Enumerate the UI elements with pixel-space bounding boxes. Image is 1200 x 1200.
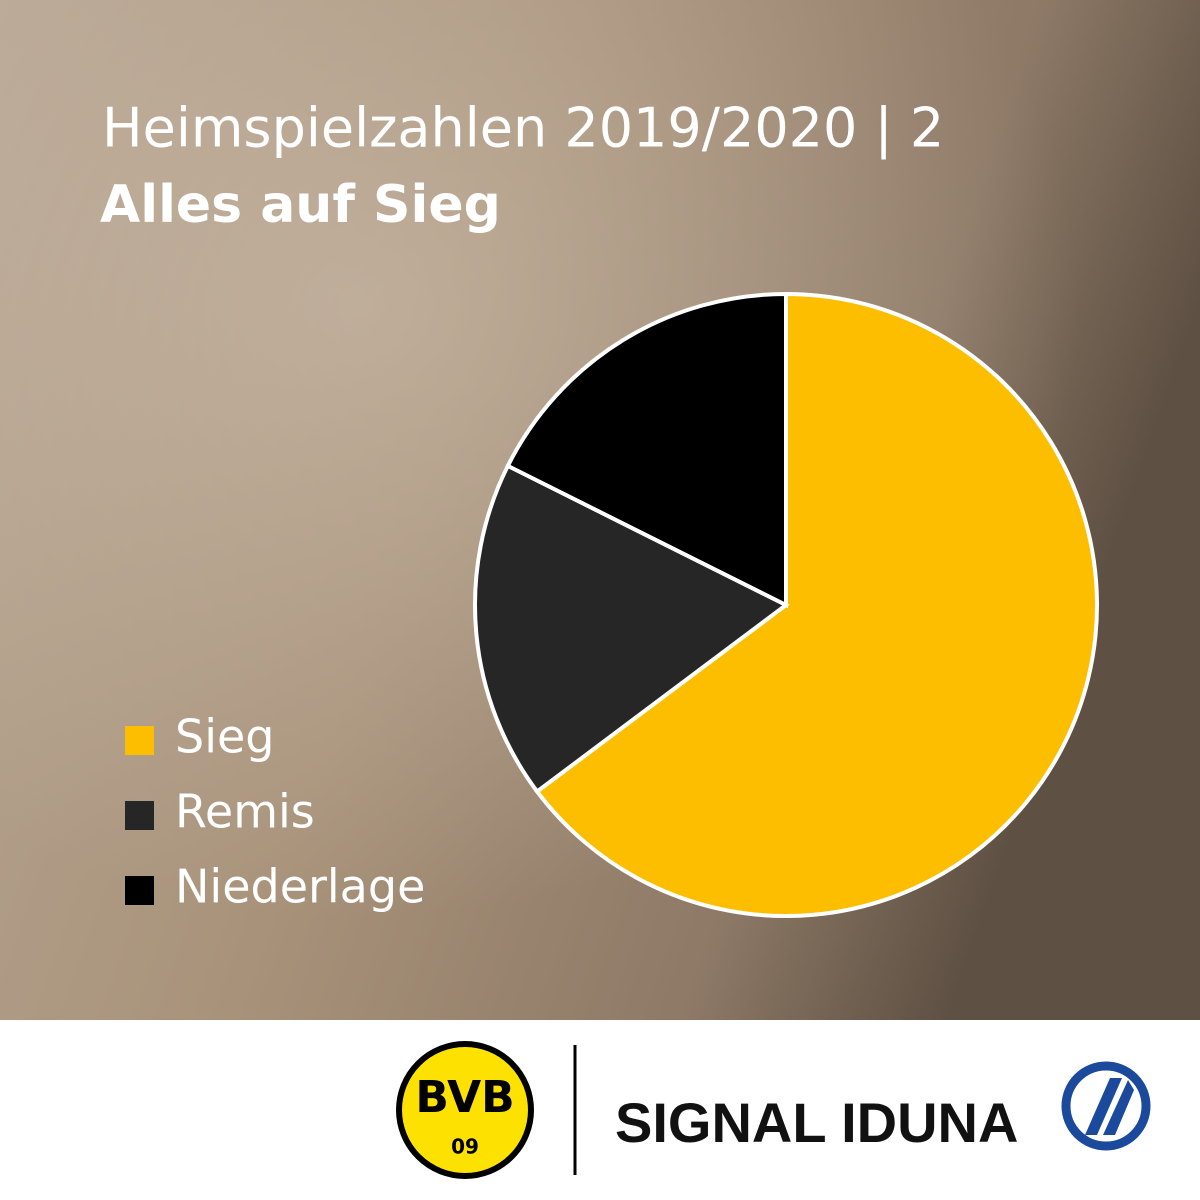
- sponsor-logo-mark: [1085, 1078, 1134, 1135]
- sponsor-logo: [1061, 1061, 1151, 1151]
- legend-swatch: [125, 876, 154, 905]
- club-badge-letters: BVB: [415, 1072, 514, 1123]
- footer: [0, 1020, 1200, 1200]
- sponsor: SIGNAL IDUNA: [615, 1091, 1018, 1154]
- legend-label: Niederlage: [175, 860, 425, 914]
- subtitle: Alles auf Sieg: [100, 175, 501, 235]
- pie: [473, 291, 1099, 918]
- pie-slice: [534, 291, 1099, 918]
- title: Heimspielzahlen 2019/2020 | 2: [102, 97, 944, 160]
- legend-label: Remis: [175, 785, 315, 839]
- legend: Sieg Remis Niederlage: [125, 710, 425, 914]
- legend-swatch: [125, 726, 154, 755]
- legend-label: Sieg: [175, 710, 274, 764]
- club-badge: [396, 1041, 534, 1179]
- pie-slice: [473, 463, 790, 795]
- pie-slice: [505, 291, 788, 609]
- club-badge-year: 09: [451, 1135, 479, 1159]
- legend-swatch: [125, 801, 154, 830]
